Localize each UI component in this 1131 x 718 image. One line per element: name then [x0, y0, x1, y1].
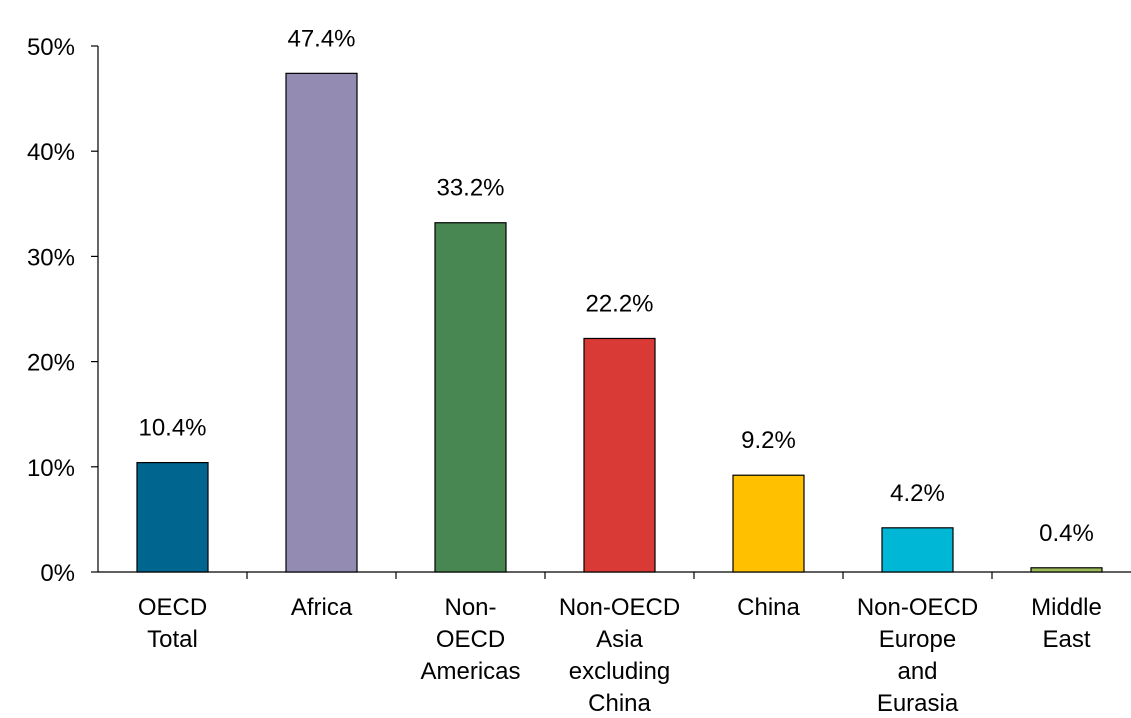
category-label: Africa: [291, 594, 353, 621]
category-label-line: Total: [147, 626, 198, 653]
category-label-line: Non-: [444, 594, 496, 621]
category-label: Non-OECD Europe and Eurasia: [857, 594, 978, 717]
bar: [285, 72, 358, 573]
data-label: 4.2%: [890, 480, 945, 507]
y-tick-label: 20%: [27, 350, 75, 377]
x-axis: [98, 571, 1131, 579]
category-label-line: Middle: [1031, 594, 1102, 621]
data-label: 9.2%: [741, 427, 796, 454]
y-tick-label: 10%: [27, 455, 75, 482]
bar: [732, 474, 805, 573]
y-tick-label: 30%: [27, 244, 75, 271]
category-label-line: and: [897, 658, 937, 685]
category-label: China: [737, 594, 800, 621]
bar: [136, 461, 209, 573]
y-tick-label: 0%: [40, 560, 75, 587]
data-label: 22.2%: [585, 290, 653, 317]
bars: [136, 72, 1103, 573]
category-label-line: OECD: [138, 594, 207, 621]
category-label-line: OECD: [436, 626, 505, 653]
category-label-line: Europe: [879, 626, 956, 653]
category-label: Middle East: [1031, 594, 1102, 653]
category-label: OECD Total: [138, 594, 207, 653]
y-tick-label: 50%: [27, 34, 75, 61]
category-label-line: Asia: [596, 626, 643, 653]
data-labels: 10.4% 47.4% 33.2% 22.2% 9.2% 4.2% 0.4%: [138, 25, 1093, 546]
bar: [881, 527, 954, 573]
category-label-line: Americas: [420, 658, 520, 685]
category-label: Non-OECD Asia excluding China: [559, 594, 680, 717]
y-axis: 0% 10% 20% 30% 40% 50%: [27, 34, 99, 587]
category-label-line: Africa: [291, 594, 353, 621]
data-label: 10.4%: [138, 415, 206, 442]
category-label-line: excluding: [569, 658, 670, 685]
category-label-line: East: [1042, 626, 1090, 653]
data-label: 0.4%: [1039, 520, 1094, 547]
category-label-line: Non-OECD: [857, 594, 978, 621]
category-label: Non- OECD Americas: [420, 594, 520, 685]
category-label-line: Non-OECD: [559, 594, 680, 621]
bar: [583, 337, 656, 573]
data-label: 33.2%: [436, 175, 504, 202]
bar: [434, 222, 507, 573]
category-label-line: China: [588, 690, 651, 717]
bar: [1030, 567, 1103, 573]
category-label-line: Eurasia: [877, 690, 959, 717]
y-tick-label: 40%: [27, 139, 75, 166]
category-label-line: China: [737, 594, 800, 621]
data-label: 47.4%: [287, 25, 355, 52]
